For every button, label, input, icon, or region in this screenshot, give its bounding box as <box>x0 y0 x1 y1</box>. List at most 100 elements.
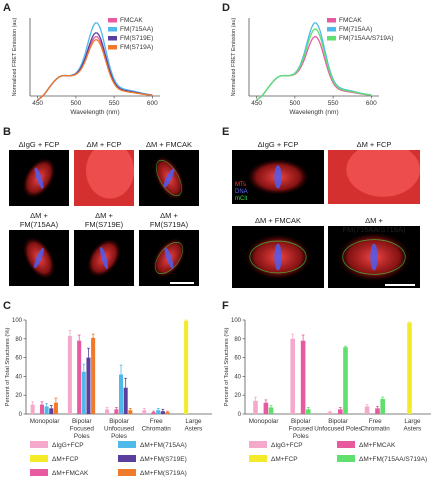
bar-c-3-2 <box>151 412 156 414</box>
y-tick-label-f: 40 <box>234 374 241 380</box>
bar-c-1-2 <box>77 340 82 414</box>
category-label-f: Bipolar <box>328 418 348 425</box>
legend-swatch-c-3 <box>118 441 136 448</box>
bar-c-3-4 <box>160 411 165 414</box>
category-label-f: Chromatin <box>361 426 391 433</box>
micrograph-B-4 <box>74 230 134 286</box>
category-label-c: Monopolar <box>30 418 60 425</box>
x-tick-label-a: 600 <box>147 100 158 107</box>
micrograph-label-B-4: ΔM + FM(S719E) <box>84 211 124 229</box>
panel-letter-c: C <box>3 300 11 312</box>
scale-bar <box>385 284 415 286</box>
category-label-f: Large <box>404 418 421 425</box>
category-label-c: Unfocused <box>104 426 135 433</box>
x-tick-label-a: 500 <box>70 100 81 107</box>
bar-c-3-0 <box>142 410 147 414</box>
category-label-f: Poles <box>293 433 309 440</box>
legend-swatch-c-1 <box>30 455 48 462</box>
legend-label-f-2: ΔM+FMCAK <box>359 442 396 449</box>
y-tick-label-c: 20 <box>15 393 22 399</box>
legend-label-d-2: FM(715AA/S719A) <box>339 35 394 42</box>
legend-label-c-2: ΔM+FMCAK <box>52 470 89 477</box>
legend-swatch-d-0 <box>327 18 336 23</box>
bar-c-0-4 <box>49 408 54 414</box>
spindle-drawing <box>244 234 312 280</box>
bar-c-1-0 <box>67 335 72 414</box>
bar-c-4-1 <box>184 320 189 414</box>
legend-swatch-f-1 <box>249 455 267 462</box>
series-line-a-3 <box>37 39 153 101</box>
bar-f-0-2 <box>263 402 269 414</box>
y-axis-label-d: Normalized FRET Emission (au) <box>231 17 237 96</box>
micrograph-E-0 <box>232 150 324 204</box>
legend-swatch-a-0 <box>108 18 117 23</box>
x-tick-label-a: 450 <box>32 100 43 107</box>
spindle-drawing <box>23 236 55 280</box>
micrograph-label-E-3: ΔM + FM(715AA/S718A) <box>342 216 406 234</box>
category-label-f: Monopolar <box>249 418 279 425</box>
bar-c-2-5 <box>128 410 133 414</box>
legend-label-d-0: FMCAK <box>339 17 362 24</box>
bar-f-3-2 <box>375 408 380 414</box>
series-line-d-0 <box>256 35 372 101</box>
category-label-c: Bipolar <box>72 418 92 425</box>
micrograph-label-B-2: ΔM + FMCAK <box>145 140 193 149</box>
micrograph-B-5 <box>139 230 199 286</box>
micrograph-label-E-1: ΔM + FCP <box>356 140 392 149</box>
legend-label-d-1: FM(715AA) <box>339 26 372 33</box>
legend-label-c-1: ΔM+FCP <box>52 456 79 463</box>
micrograph-label-E-2: ΔM + FMCAK <box>254 216 302 225</box>
legend-swatch-a-3 <box>108 45 117 50</box>
legend-swatch-d-2 <box>327 36 336 41</box>
bar-f-4-1 <box>407 322 412 414</box>
bar-c-0-2 <box>39 404 44 414</box>
panel-letter-d: D <box>222 2 230 14</box>
legend-swatch-d-1 <box>327 27 336 32</box>
category-label-f: Focused <box>289 426 314 433</box>
micrograph-label-B-5: ΔM + FM(S719A) <box>149 211 189 229</box>
micrograph-label-B-0: ΔIgG + FCP <box>18 140 60 149</box>
x-tick-label-d: 450 <box>251 100 262 107</box>
bar-f-3-0 <box>364 406 370 414</box>
bar-f-1-3 <box>306 409 311 414</box>
legend-swatch-f-2 <box>337 441 355 448</box>
legend-label-c-4: ΔM+FM(S719E) <box>140 456 187 463</box>
panel-letter-b: B <box>3 126 11 138</box>
micrograph-E-3 <box>328 226 420 288</box>
bar-f-2-3 <box>343 347 348 414</box>
category-label-c: Bipolar <box>109 418 129 425</box>
bar-c-0-5 <box>53 402 58 414</box>
channel-label-dna: DNA <box>235 189 248 195</box>
y-tick-label-f: 60 <box>234 356 241 362</box>
legend-swatch-f-3 <box>337 455 355 462</box>
series-line-a-2 <box>37 32 153 101</box>
bar-c-1-4 <box>86 357 91 414</box>
channel-label-mcit: mCit <box>235 196 248 202</box>
category-label-f: Free <box>369 418 382 425</box>
x-tick-label-d: 600 <box>366 100 377 107</box>
micrograph-label-E-0: ΔIgG + FCP <box>257 140 299 149</box>
spindle-drawing <box>22 157 56 199</box>
bar-f-1-2 <box>300 340 306 414</box>
micrograph-B-1 <box>74 150 134 206</box>
category-label-c: Chromatin <box>142 426 172 433</box>
spindle-drawing <box>153 155 185 201</box>
legend-label-c-5: ΔM+FM(S719A) <box>140 470 187 477</box>
bar-c-0-3 <box>44 406 49 414</box>
panel-letter-a: A <box>3 2 11 14</box>
legend-label-c-0: ΔIgG+FCP <box>52 442 84 449</box>
micrograph-label-B-3: ΔM + FM(715AA) <box>19 211 59 229</box>
legend-swatch-c-5 <box>118 469 136 476</box>
bar-f-1-0 <box>290 338 295 414</box>
bar-f-0-3 <box>268 407 274 414</box>
x-tick-label-d: 500 <box>289 100 300 107</box>
y-tick-label-c: 60 <box>15 356 22 362</box>
bar-c-3-5 <box>165 412 170 414</box>
y-axis-label-c: Percent of Total Structures (%) <box>5 328 11 407</box>
bar-c-2-3 <box>119 374 124 414</box>
panel-letter-f: F <box>222 300 229 312</box>
legend-label-c-3: ΔM+FM(715AA) <box>140 442 187 449</box>
micrograph-E-2 <box>232 226 324 288</box>
legend-label-a-1: FM(715AA) <box>120 26 153 33</box>
